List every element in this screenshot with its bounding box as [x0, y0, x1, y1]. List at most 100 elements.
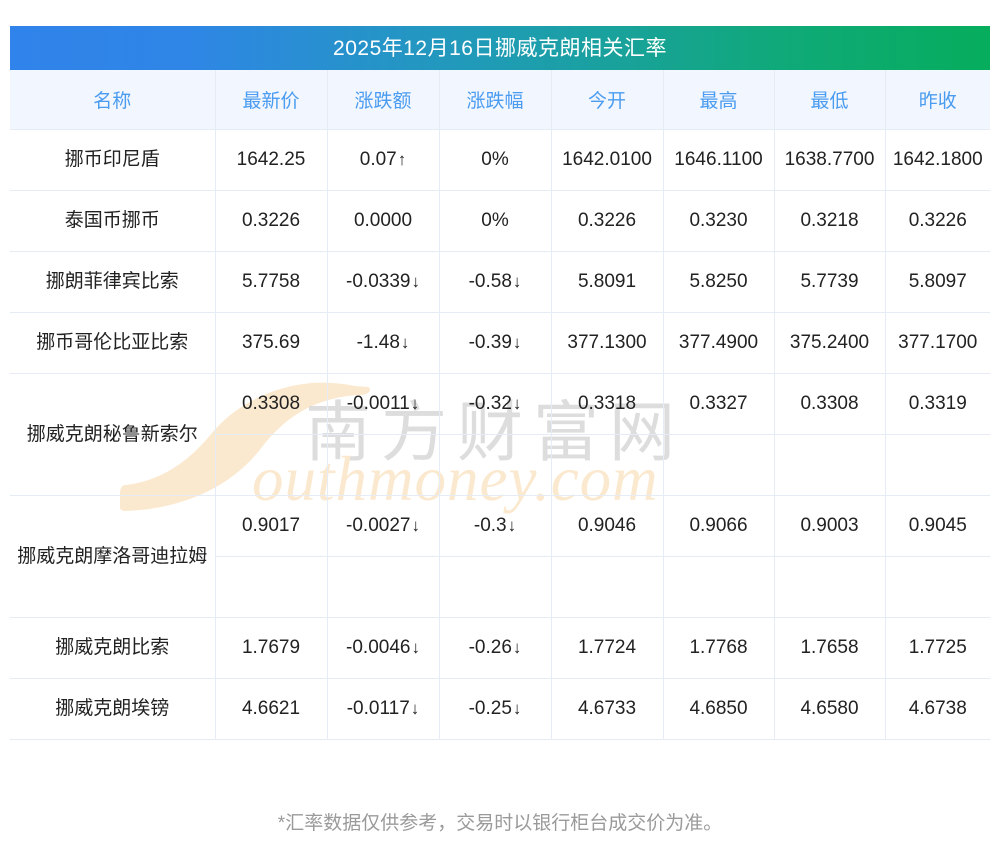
arrow-up-icon: ↑ — [397, 150, 407, 169]
cell-change-pct: -0.26↓ — [438, 617, 552, 679]
cell-change-value: 0.07 — [359, 149, 397, 170]
cell-empty — [326, 556, 440, 618]
cell-low: 375.2400 — [773, 312, 886, 374]
table-row: 泰国币挪币 0.3226 0.0000 0% 0.3226 0.3230 0.3218 0.3… — [10, 190, 990, 252]
cell-change-pct: 0% — [438, 190, 552, 252]
cell-open: 377.1300 — [550, 312, 664, 374]
cell-high: 1.7768 — [662, 617, 775, 679]
cell-last-price: 1.7679 — [214, 617, 328, 679]
cell-empty — [884, 434, 990, 496]
table-row: 挪威克朗比索 1.7679 -0.0046↓ -0.26↓ 1.7724 1.7768 1.… — [10, 617, 990, 679]
cell-change-pct-value: -0.32 — [468, 393, 512, 414]
cell-high-value: 0.9066 — [689, 515, 748, 536]
table-body: 挪币印尼盾 1642.25 0.07↑ 0% 1642.0100 1646.1100 163… — [10, 129, 990, 740]
cell-open: 0.3318 — [550, 373, 664, 435]
cell-change-pct: -0.39↓ — [438, 312, 552, 374]
cell-empty — [884, 556, 990, 618]
cell-change: 0.0000 — [326, 190, 440, 252]
cell-change-pct: -0.3↓ — [438, 495, 552, 557]
cell-empty — [773, 556, 886, 618]
cell-change-pct: -0.58↓ — [438, 251, 552, 313]
exchange-rate-page: 2025年12月16日挪威克朗相关汇率 南方财富网 outhmoney.com … — [0, 26, 1000, 843]
column-header-open[interactable]: 今开 — [550, 70, 664, 130]
cell-change-pct: -0.32↓ — [438, 373, 552, 435]
cell-last-price-value: 0.3226 — [241, 210, 301, 231]
cell-prev-close-value: 1642.1800 — [892, 149, 983, 170]
cell-empty — [215, 434, 328, 496]
cell-currency-name[interactable]: 挪威克朗摩洛哥迪拉姆 — [10, 495, 216, 618]
cell-change: 0.07↑ — [326, 129, 440, 191]
arrow-down-icon: ↓ — [411, 272, 420, 291]
cell-empty — [215, 556, 328, 618]
arrow-down-icon: ↓ — [507, 516, 517, 535]
cell-empty — [326, 434, 440, 496]
cell-empty — [662, 434, 775, 496]
table-row: 挪币印尼盾 1642.25 0.07↑ 0% 1642.0100 1646.1100 163… — [10, 129, 990, 191]
cell-high-value: 377.4900 — [678, 332, 759, 353]
cell-currency-name[interactable]: 挪威克朗秘鲁新索尔 — [10, 373, 216, 496]
column-header-high[interactable]: 最高 — [662, 70, 775, 130]
cell-currency-name[interactable]: 挪币印尼盾 — [10, 129, 216, 191]
column-header-prev-close[interactable]: 昨收 — [884, 70, 990, 130]
cell-change-pct-value: -0.39 — [468, 332, 512, 353]
cell-open: 0.3226 — [550, 190, 664, 252]
cell-low: 4.6580 — [773, 678, 886, 740]
cell-prev-close: 0.3319 — [884, 373, 990, 435]
cell-open-value: 0.3318 — [577, 393, 637, 414]
cell-low: 0.9003 — [773, 495, 886, 557]
cell-high: 0.9066 — [662, 495, 775, 557]
column-header-low[interactable]: 最低 — [773, 70, 886, 130]
cell-empty — [773, 434, 886, 496]
cell-low: 1.7658 — [773, 617, 886, 679]
cell-open: 5.8091 — [550, 251, 664, 313]
cell-last-price: 5.7758 — [214, 251, 328, 313]
cell-open: 0.9046 — [550, 495, 664, 557]
cell-currency-name[interactable]: 挪币哥伦比亚比索 — [10, 312, 216, 374]
cell-low-value: 4.6580 — [800, 698, 859, 719]
cell-high-value: 1646.1100 — [674, 149, 763, 170]
arrow-down-icon: ↓ — [512, 699, 522, 718]
cell-empty — [662, 556, 775, 618]
cell-currency-name[interactable]: 挪朗菲律宾比索 — [10, 251, 216, 313]
cell-last-price-value: 375.69 — [241, 332, 301, 353]
cell-change: -0.0027↓ — [326, 495, 440, 557]
cell-change-value: -0.0339 — [346, 271, 411, 292]
cell-currency-name[interactable]: 挪威克朗埃镑 — [10, 678, 216, 740]
cell-prev-close-value: 377.1700 — [898, 332, 978, 353]
cell-low-value: 1.7658 — [800, 637, 859, 658]
cell-change-value: -0.0011 — [346, 393, 410, 414]
cell-prev-close: 377.1700 — [884, 312, 990, 374]
cell-prev-close-value: 5.8097 — [908, 271, 967, 292]
table-row: 挪币哥伦比亚比索 375.69 -1.48↓ -0.39↓ 377.1300 377.49… — [10, 312, 990, 374]
cell-last-price: 375.69 — [214, 312, 328, 374]
cell-prev-close: 0.9045 — [884, 495, 990, 557]
cell-currency-name[interactable]: 泰国币挪币 — [10, 190, 216, 252]
cell-last-price-value: 5.7758 — [241, 271, 301, 292]
cell-high: 5.8250 — [662, 251, 775, 313]
cell-last-price-value: 0.9017 — [241, 515, 301, 536]
column-header-change-pct[interactable]: 涨跌幅 — [438, 70, 552, 130]
cell-open: 1642.0100 — [550, 129, 664, 191]
cell-low: 1638.7700 — [773, 129, 886, 191]
footnote: *汇率数据仅供参考，交易时以银行柜台成交价为准。 — [277, 813, 723, 834]
cell-prev-close: 0.3226 — [884, 190, 990, 252]
column-header-last-price[interactable]: 最新价 — [214, 70, 328, 130]
cell-high: 4.6850 — [662, 678, 775, 740]
cell-prev-close: 1642.1800 — [884, 129, 990, 191]
title-bar: 2025年12月16日挪威克朗相关汇率 — [10, 26, 990, 70]
cell-low: 5.7739 — [773, 251, 886, 313]
cell-empty — [550, 556, 664, 618]
cell-open-value: 5.8091 — [577, 271, 637, 292]
cell-high-value: 4.6850 — [689, 698, 748, 719]
cell-last-price: 1642.25 — [214, 129, 328, 191]
cell-empty — [438, 434, 552, 496]
column-header-name[interactable]: 名称 — [10, 70, 216, 130]
cell-change: -0.0011↓ — [326, 373, 440, 435]
column-header-change[interactable]: 涨跌额 — [326, 70, 440, 130]
cell-high: 377.4900 — [662, 312, 775, 374]
cell-change-pct: 0% — [438, 129, 552, 191]
cell-change-pct-value: -0.26 — [468, 637, 512, 658]
table-row-continuation — [10, 556, 990, 618]
cell-prev-close-value: 0.3226 — [908, 210, 967, 231]
cell-currency-name[interactable]: 挪威克朗比索 — [10, 617, 216, 679]
